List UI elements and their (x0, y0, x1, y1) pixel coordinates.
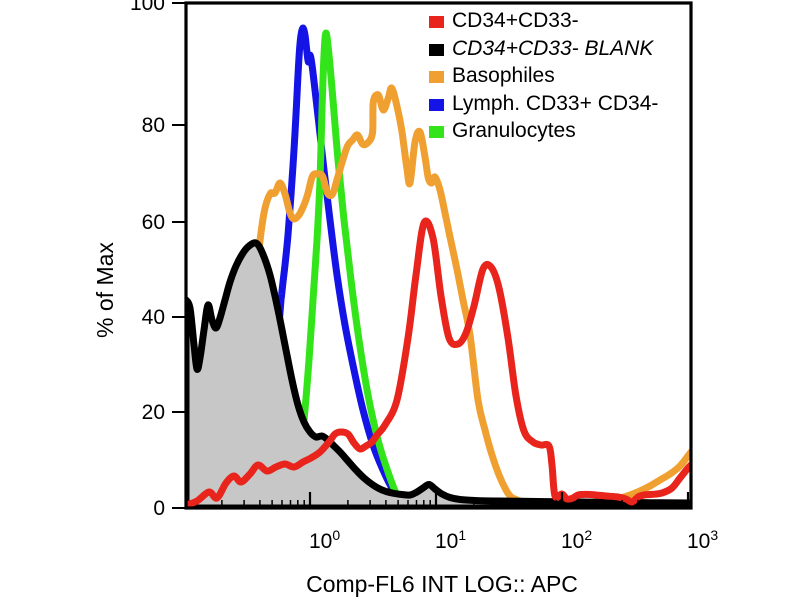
svg-text:0: 0 (153, 497, 165, 520)
svg-text:103: 103 (687, 527, 718, 553)
svg-text:40: 40 (142, 306, 165, 329)
svg-text:102: 102 (561, 527, 592, 553)
svg-text:101: 101 (435, 527, 466, 553)
svg-text:Comp-FL6 INT LOG:: APC: Comp-FL6 INT LOG:: APC (306, 571, 578, 597)
svg-text:Lymph. CD33+ CD34-: Lymph. CD33+ CD34- (452, 92, 658, 115)
svg-text:100: 100 (130, 0, 165, 15)
svg-text:% of Max: % of Max (92, 242, 118, 338)
svg-text:100: 100 (309, 527, 340, 553)
svg-text:CD34+CD33- BLANK: CD34+CD33- BLANK (452, 37, 654, 60)
svg-text:80: 80 (142, 114, 165, 137)
svg-text:60: 60 (142, 211, 165, 234)
svg-text:CD34+CD33-: CD34+CD33- (452, 9, 579, 32)
svg-text:Basophiles: Basophiles (452, 64, 555, 87)
svg-text:20: 20 (142, 401, 165, 424)
svg-text:Granulocytes: Granulocytes (452, 119, 576, 142)
